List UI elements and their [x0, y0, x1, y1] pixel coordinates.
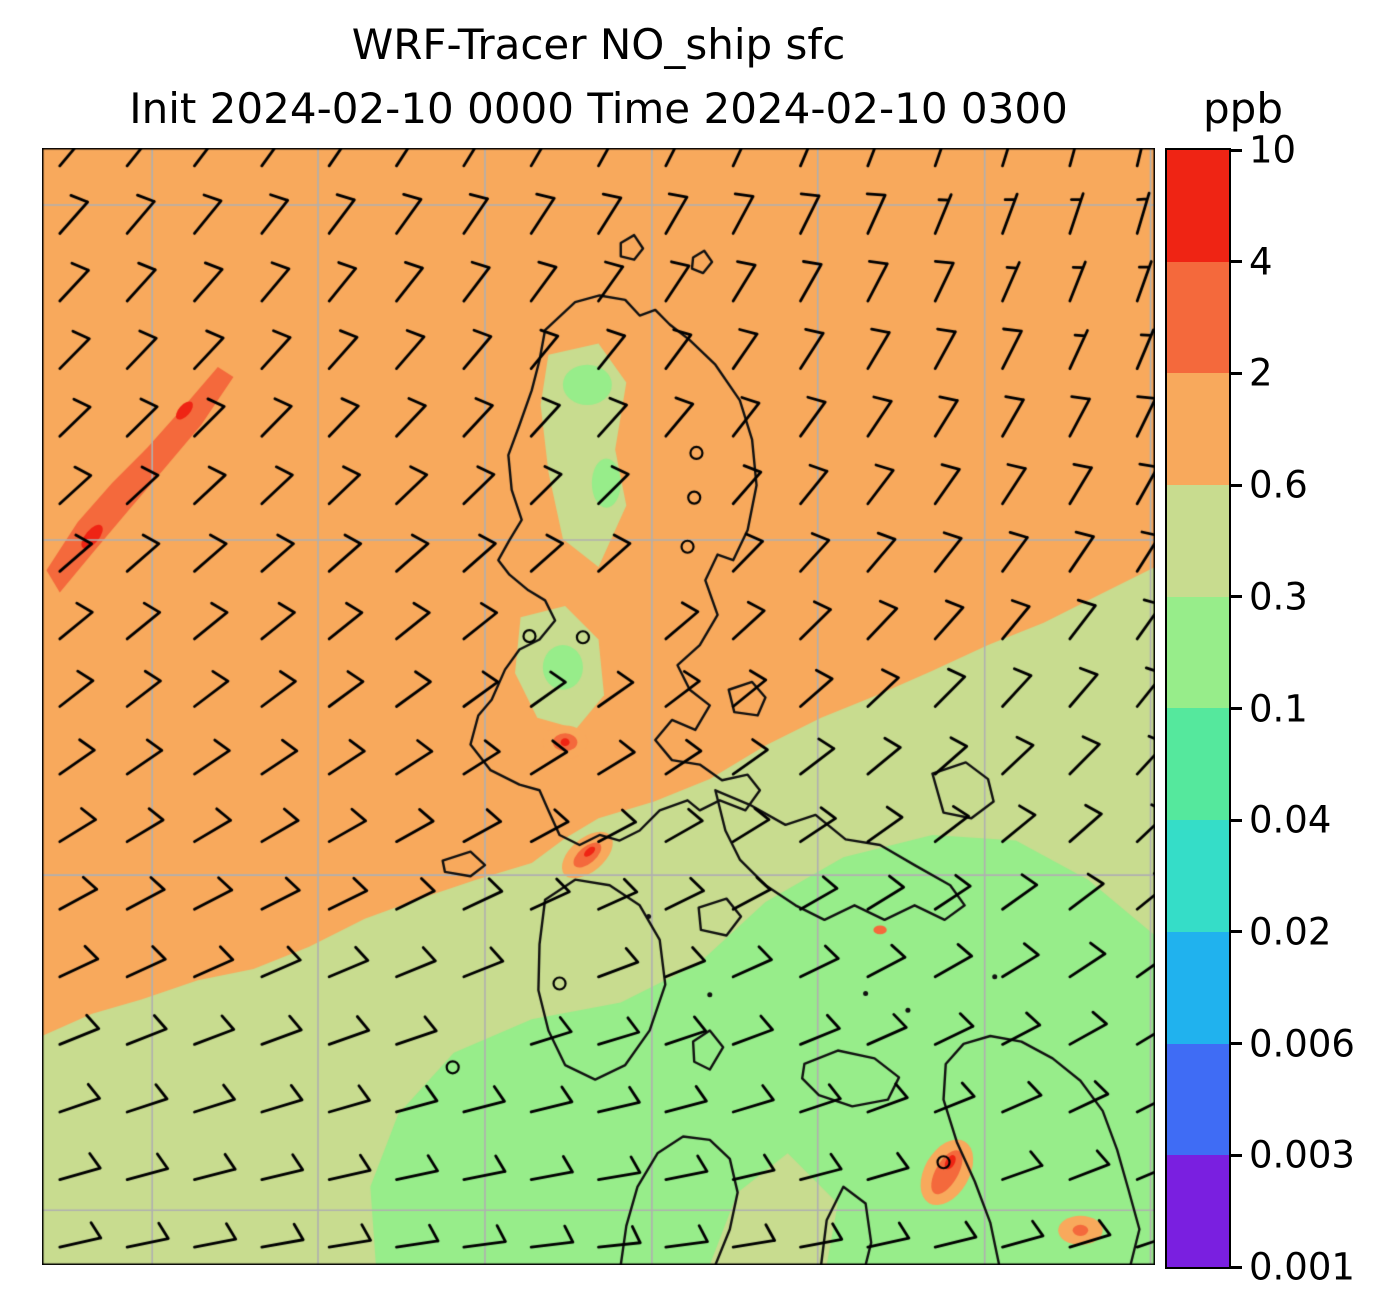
colorbar-segment	[1167, 596, 1229, 709]
colorbar-tick-label: 0.006	[1249, 1022, 1355, 1066]
colorbar: 10 4 2 0.6 0.3 0.1 0.04 0.02 0.006 0.003 0.001	[1165, 129, 1355, 1289]
colorbar-tick-mark	[1231, 930, 1242, 934]
colorbar-tick-label: 0.003	[1249, 1133, 1355, 1177]
colorbar-units-label: ppb	[1203, 84, 1283, 133]
colorbar-tick-label: 0.6	[1249, 463, 1308, 507]
map-canvas	[42, 148, 1155, 1265]
colorbar-tick-label: 0.04	[1249, 798, 1332, 842]
colorbar-segment	[1167, 150, 1229, 262]
colorbar-tick-label: 10	[1249, 128, 1297, 172]
colorbar-tick-mark	[1231, 595, 1242, 599]
colorbar-tick-mark	[1231, 1265, 1242, 1269]
colorbar-tick-label: 4	[1249, 240, 1273, 284]
colorbar-tick-mark	[1231, 371, 1242, 375]
colorbar-segment	[1167, 708, 1229, 821]
colorbar-segment	[1167, 373, 1229, 486]
colorbar-tick-mark	[1231, 1153, 1242, 1157]
colorbar-segment	[1167, 1155, 1229, 1267]
colorbar-tick-mark	[1231, 483, 1242, 487]
figure-title: WRF-Tracer NO_ship sfc	[351, 20, 846, 69]
colorbar-tick-label: 0.02	[1249, 910, 1332, 954]
colorbar-gradient	[1165, 148, 1231, 1269]
colorbar-tick-mark	[1231, 260, 1242, 264]
colorbar-tick-label: 0.1	[1249, 687, 1308, 730]
colorbar-segment	[1167, 485, 1229, 597]
colorbar-tick-mark	[1231, 1042, 1242, 1046]
colorbar-segment	[1167, 820, 1229, 932]
figure-subtitle: Init 2024-02-10 0000 Time 2024-02-10 030…	[129, 84, 1068, 133]
colorbar-tick-label: 2	[1249, 351, 1273, 395]
colorbar-segment	[1167, 261, 1229, 374]
colorbar-tick-label: 0.3	[1249, 575, 1308, 619]
colorbar-segment	[1167, 1043, 1229, 1156]
colorbar-tick-label: 0.001	[1249, 1245, 1355, 1289]
colorbar-tick-mark	[1231, 707, 1242, 710]
colorbar-tick-mark	[1231, 818, 1242, 822]
colorbar-segment	[1167, 931, 1229, 1044]
colorbar-tick-mark	[1231, 148, 1242, 152]
